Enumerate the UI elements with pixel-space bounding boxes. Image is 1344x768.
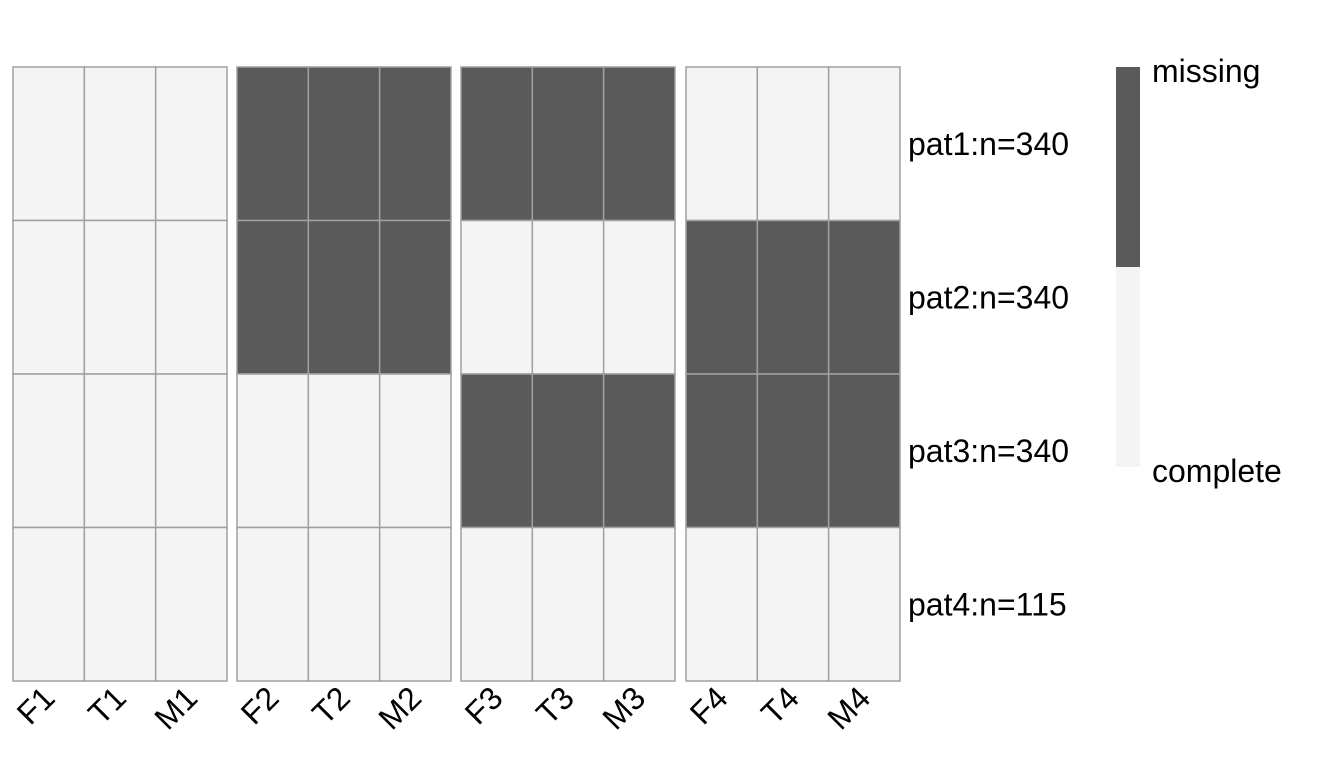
heatmap-cell — [827, 373, 901, 529]
heatmap-cell — [83, 526, 157, 682]
heatmap-cell — [827, 66, 901, 222]
heatmap-cell — [460, 373, 534, 529]
heatmap-cell — [307, 66, 381, 222]
column-label: M2 — [371, 679, 428, 736]
row-label: pat2:n=340 — [908, 279, 1069, 315]
heatmap-cell — [154, 66, 228, 222]
heatmap-cell — [236, 373, 310, 529]
legend-missing-label: missing — [1152, 53, 1260, 89]
heatmap-cell — [83, 66, 157, 222]
heatmap-cell — [756, 66, 830, 222]
column-label: T3 — [529, 679, 581, 731]
heatmap-cell — [756, 373, 830, 529]
heatmap-cell — [154, 526, 228, 682]
column-label: M4 — [820, 679, 877, 736]
heatmap-cell — [236, 219, 310, 375]
column-label: M1 — [147, 679, 204, 736]
heatmap-cell — [685, 66, 759, 222]
heatmap-cell — [827, 526, 901, 682]
heatmap-cell — [236, 66, 310, 222]
heatmap-cell — [756, 526, 830, 682]
heatmap-cell — [685, 373, 759, 529]
heatmap-cell — [460, 526, 534, 682]
heatmap-cell — [12, 526, 86, 682]
heatmap-cell — [756, 219, 830, 375]
heatmap-cell — [602, 66, 676, 222]
column-label: F3 — [458, 679, 510, 731]
heatmap-cell — [378, 373, 452, 529]
heatmap-cell — [154, 219, 228, 375]
heatmap-cell — [460, 66, 534, 222]
heatmap-cell — [602, 219, 676, 375]
heatmap-cell — [531, 219, 605, 375]
column-labels: F1 T1 M1 F2 T2 M2 F3 T3 M3 F4 T4 M4 — [10, 679, 878, 736]
heatmap-cell — [12, 66, 86, 222]
column-label: T1 — [81, 679, 133, 731]
heatmap-cell — [236, 526, 310, 682]
heatmap-cell — [12, 219, 86, 375]
heatmap-cell — [531, 66, 605, 222]
heatmap-cell — [83, 219, 157, 375]
row-labels: pat1:n=340 pat2:n=340 pat3:n=340 pat4:n=115 — [908, 126, 1069, 623]
column-label: T4 — [754, 679, 806, 731]
heatmap-cells — [12, 66, 901, 682]
heatmap-cell — [154, 373, 228, 529]
heatmap-cell — [378, 526, 452, 682]
heatmap-cell — [307, 526, 381, 682]
heatmap-cell — [602, 373, 676, 529]
heatmap-cell — [307, 373, 381, 529]
legend-complete-label: complete — [1152, 453, 1282, 489]
column-label: F4 — [683, 679, 735, 731]
row-label: pat1:n=340 — [908, 126, 1069, 162]
legend-complete-swatch — [1116, 267, 1140, 467]
legend: missing complete — [1116, 53, 1282, 489]
column-label: F1 — [10, 679, 62, 731]
heatmap-cell — [531, 526, 605, 682]
heatmap-cell — [378, 66, 452, 222]
row-label: pat3:n=340 — [908, 433, 1069, 469]
legend-missing-swatch — [1116, 67, 1140, 267]
column-label: F2 — [234, 679, 286, 731]
heatmap-cell — [685, 526, 759, 682]
heatmap-cell — [602, 526, 676, 682]
column-label: M3 — [595, 679, 652, 736]
heatmap-cell — [378, 219, 452, 375]
heatmap-cell — [83, 373, 157, 529]
heatmap-cell — [685, 219, 759, 375]
heatmap-cell — [307, 219, 381, 375]
heatmap-cell — [12, 373, 86, 529]
column-label: T2 — [305, 679, 357, 731]
heatmap-cell — [827, 219, 901, 375]
row-label: pat4:n=115 — [908, 586, 1067, 622]
heatmap-cell — [460, 219, 534, 375]
heatmap-cell — [531, 373, 605, 529]
